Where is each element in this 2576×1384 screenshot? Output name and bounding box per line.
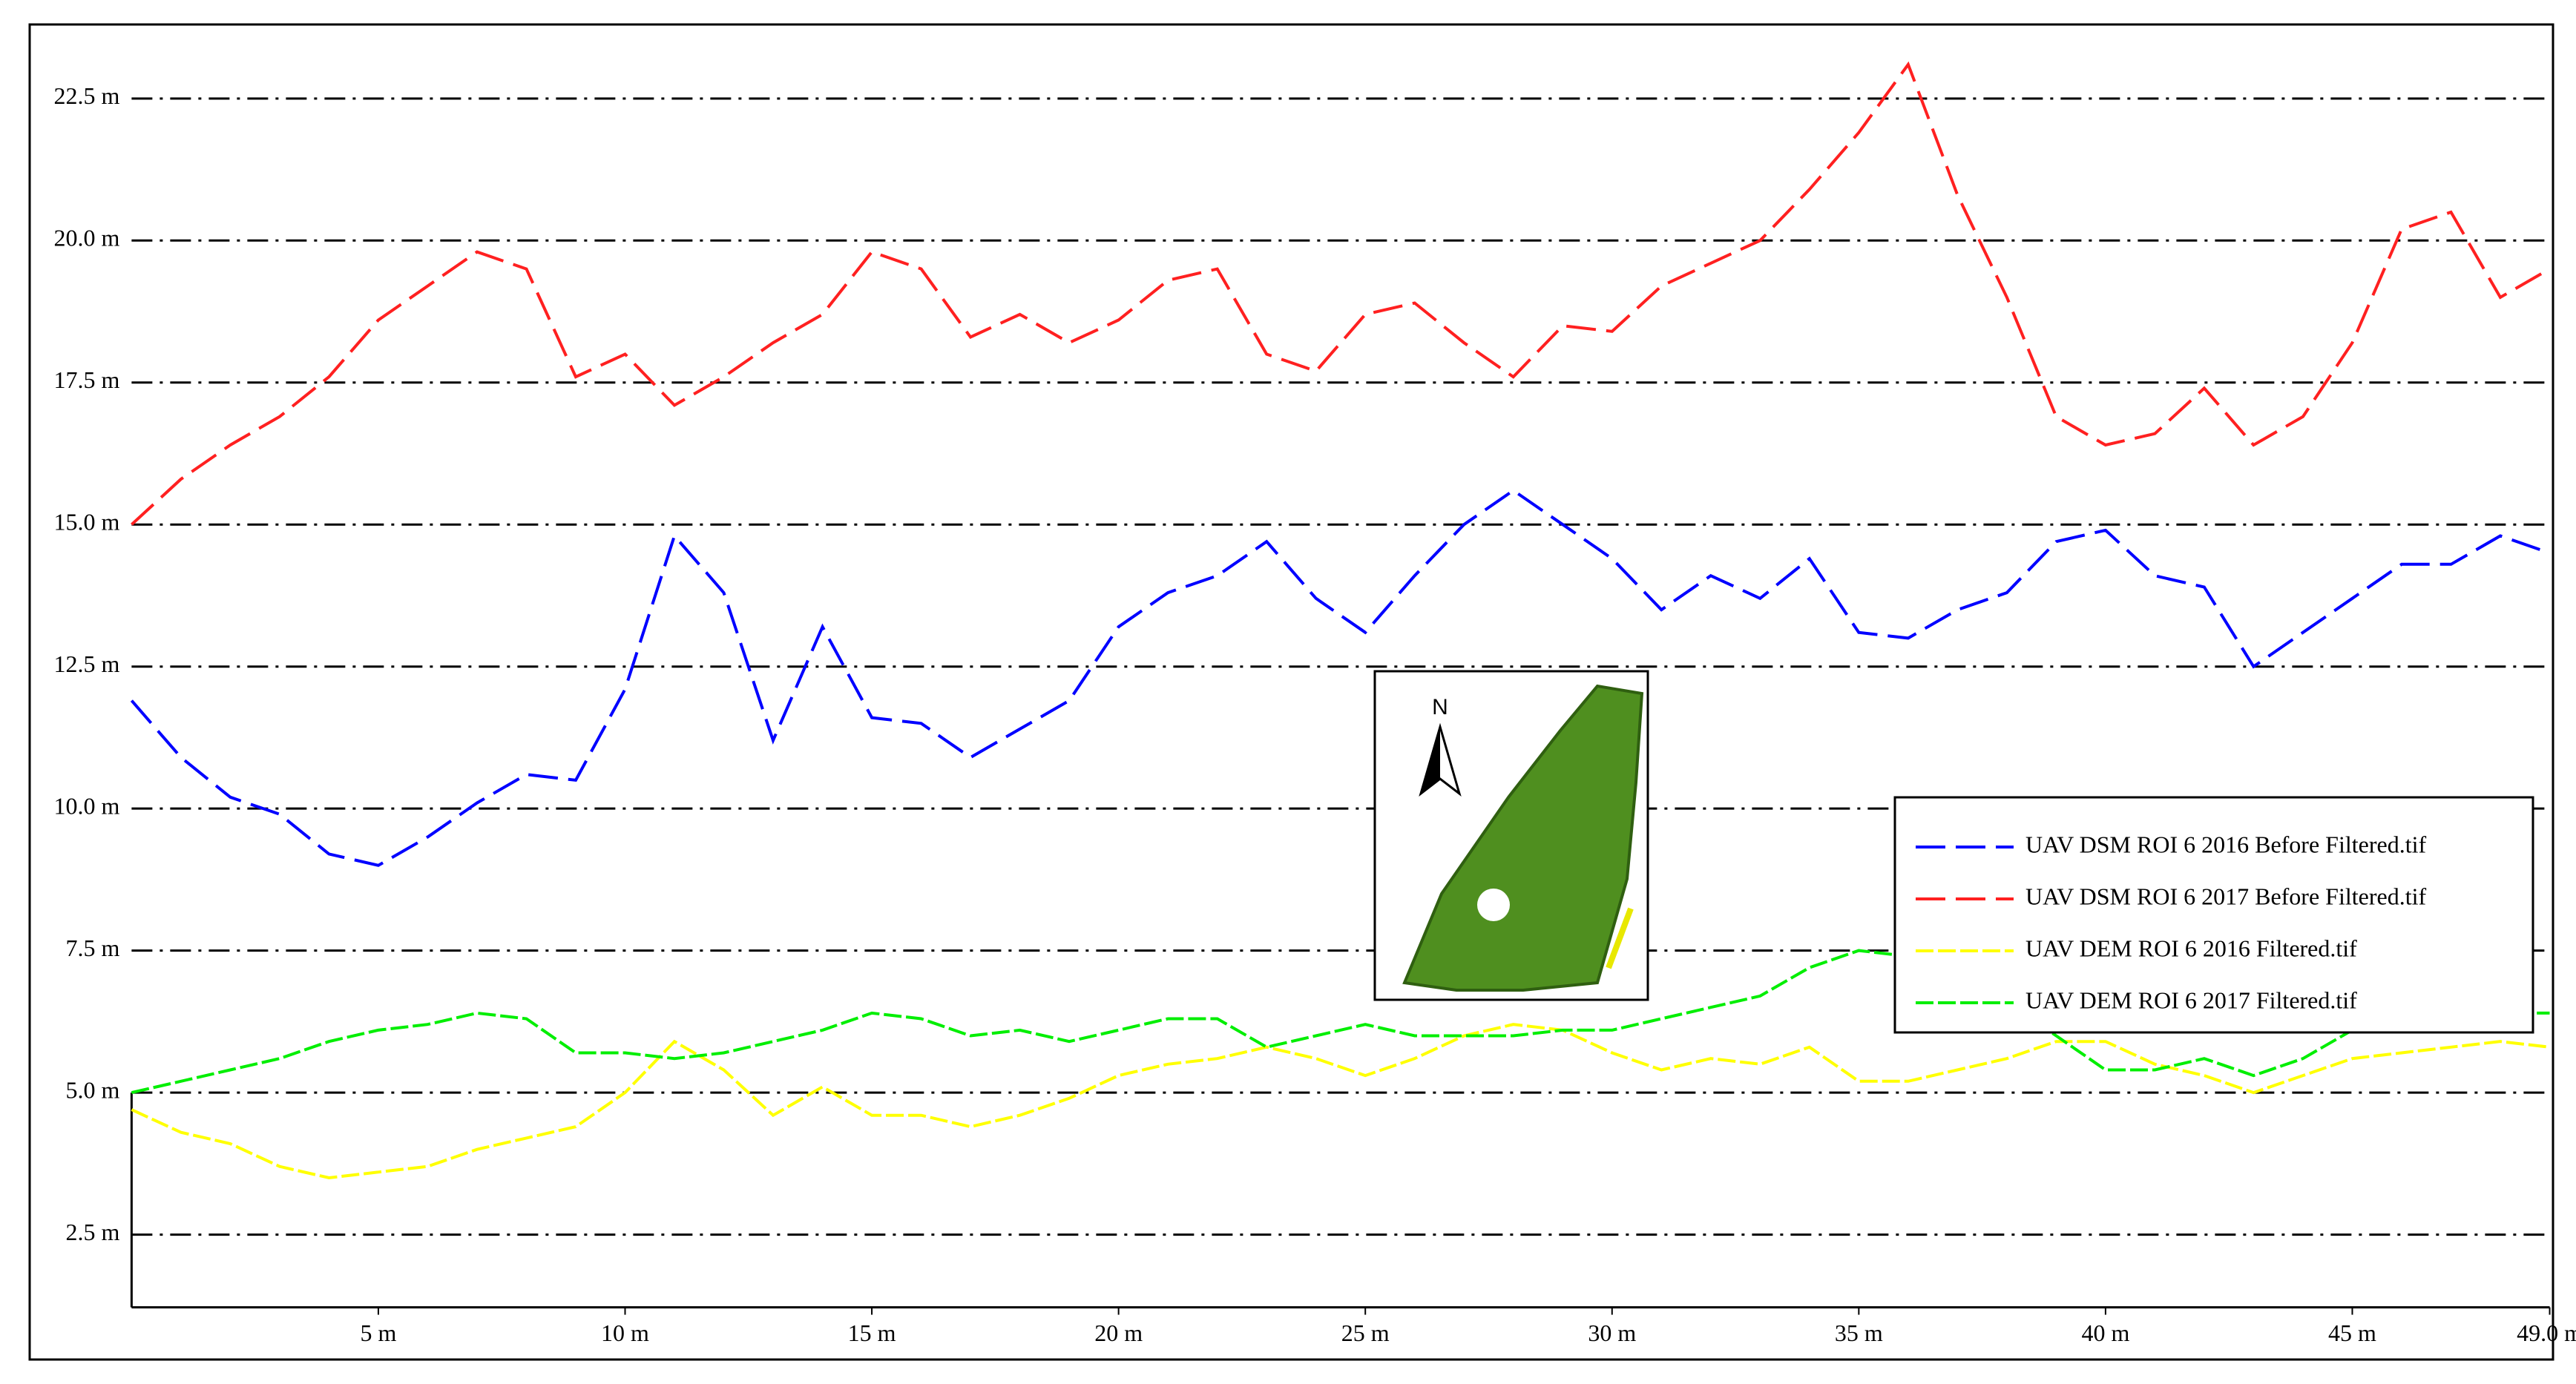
inset-gap xyxy=(1477,889,1510,921)
x-tick-label: 25 m xyxy=(1341,1319,1390,1346)
y-tick-label: 17.5 m xyxy=(53,366,119,393)
y-tick-label: 5.0 m xyxy=(65,1076,119,1103)
x-tick-label: 30 m xyxy=(1588,1319,1636,1346)
x-tick-label: 40 m xyxy=(2081,1319,2129,1346)
legend-label: UAV DEM ROI 6 2017 Filtered.tif xyxy=(2025,986,2357,1013)
x-tick-label: 20 m xyxy=(1094,1319,1143,1346)
series-line xyxy=(131,949,2550,1095)
x-tick-label: 35 m xyxy=(1835,1319,1883,1346)
y-tick-label: 20.0 m xyxy=(53,225,119,251)
y-tick-label: 7.5 m xyxy=(65,935,119,961)
y-tick-label: 15.0 m xyxy=(53,509,119,536)
chart-frame xyxy=(28,23,2554,1361)
y-tick-label: 12.5 m xyxy=(53,650,119,677)
x-tick-label: 15 m xyxy=(848,1319,896,1346)
legend-label: UAV DSM ROI 6 2016 Before Filtered.tif xyxy=(2025,831,2426,857)
north-arrow-fill xyxy=(1421,727,1440,794)
y-tick-label: 2.5 m xyxy=(65,1219,119,1245)
inset-track xyxy=(1606,907,1634,969)
legend-frame xyxy=(1893,796,2534,1034)
north-label: N xyxy=(1432,695,1448,719)
series-line xyxy=(131,1023,2550,1180)
x-tick-label: 10 m xyxy=(601,1319,649,1346)
x-tick-label: 49.0 m xyxy=(2517,1319,2576,1346)
y-tick-label: 10.0 m xyxy=(53,793,119,820)
plot-area: 2.5 m 5.0 m 7.5 m 10.0 m 12.5 m 15.0 m 17.5 m 2… xyxy=(53,61,2576,1346)
inset-canopy xyxy=(1402,684,1644,992)
inset-map: N xyxy=(1373,670,1649,1001)
legend: UAV DSM ROI 6 2016 Before Filtered.tif UA… xyxy=(1893,796,2534,1034)
series-line xyxy=(130,488,2551,867)
x-tick-label: 45 m xyxy=(2328,1319,2376,1346)
x-tick-label: 5 m xyxy=(360,1319,396,1346)
legend-label: UAV DSM ROI 6 2017 Before Filtered.tif xyxy=(2025,883,2426,909)
y-tick-label: 22.5 m xyxy=(53,82,119,109)
series-line xyxy=(131,61,2551,526)
legend-label: UAV DEM ROI 6 2016 Filtered.tif xyxy=(2025,935,2357,961)
